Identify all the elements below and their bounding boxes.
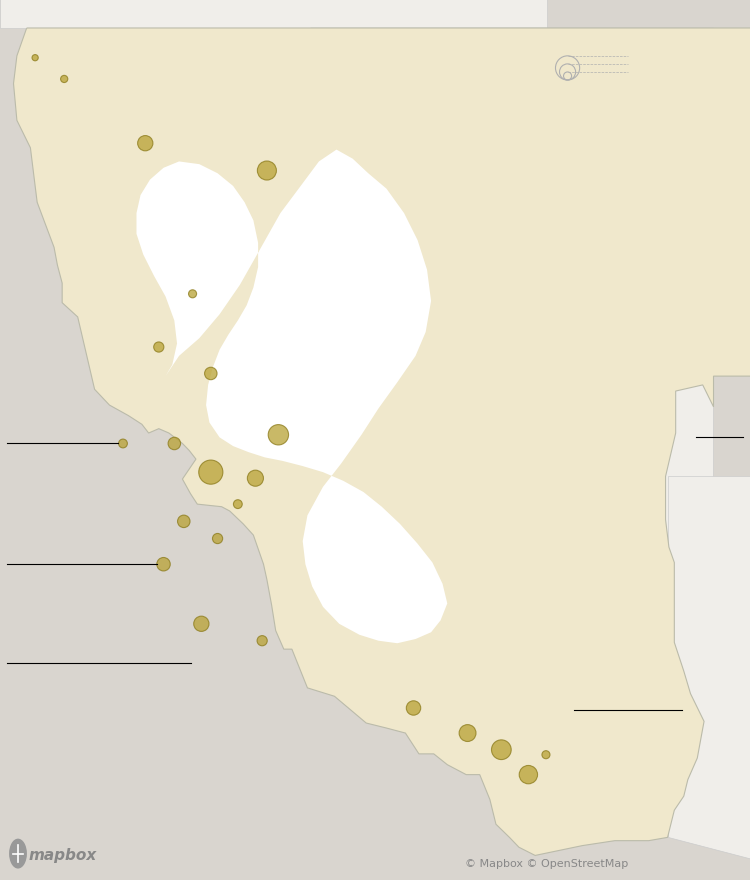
Circle shape [9,839,27,869]
Circle shape [542,751,550,759]
Circle shape [257,635,267,646]
Text: © Mapbox © OpenStreetMap: © Mapbox © OpenStreetMap [465,860,628,869]
Circle shape [459,724,476,742]
Circle shape [32,55,38,61]
Polygon shape [310,28,713,648]
Circle shape [178,515,190,528]
Circle shape [519,766,538,784]
Text: mapbox: mapbox [28,847,97,863]
Circle shape [248,470,263,487]
Circle shape [154,342,164,352]
Circle shape [61,76,68,83]
Polygon shape [13,28,750,855]
Polygon shape [136,150,447,643]
Circle shape [205,367,217,379]
Circle shape [233,500,242,509]
Polygon shape [0,0,548,28]
Circle shape [118,439,128,448]
Circle shape [406,700,421,715]
Circle shape [188,290,196,297]
Circle shape [257,161,277,180]
Circle shape [199,460,223,484]
Circle shape [157,558,170,571]
Circle shape [168,437,181,450]
Circle shape [268,424,289,445]
Polygon shape [668,476,750,880]
Circle shape [194,616,209,632]
Circle shape [212,533,223,544]
Circle shape [491,740,512,759]
Circle shape [138,136,153,150]
